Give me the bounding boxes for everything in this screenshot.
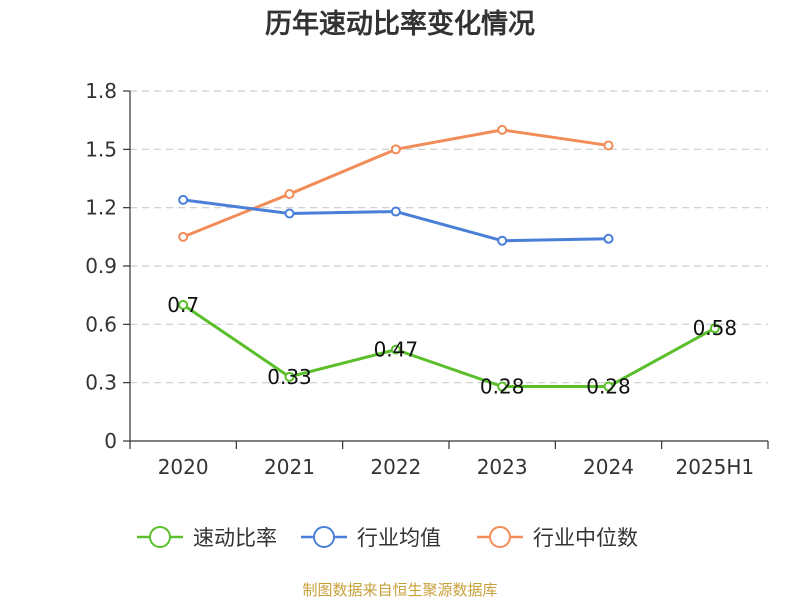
data-point [178,194,189,205]
axes: 0 0.3 0.6 0.9 1.2 1.5 1.8 2020 2021 2022 2023 2024 2… [85,79,769,479]
legend-item[interactable]: 速动比率 [137,526,277,550]
data-point [497,235,508,246]
y-tick-label: 0 [104,429,117,453]
y-tick-label: 0.3 [85,371,117,395]
legend-marker-icon [489,526,511,548]
data-point [603,140,614,151]
legend-marker-icon [313,526,335,548]
data-label: 0.7 [167,293,199,317]
data-point [284,371,295,382]
data-point [178,299,189,310]
data-label: 0.58 [693,316,738,340]
x-tick-label: 2023 [477,455,528,479]
y-tick-label: 0.9 [85,254,117,278]
data-labels: 0.7 0.33 0.47 0.28 0.28 0.58 [167,293,737,399]
x-tick-label: 2025H1 [675,455,754,479]
x-tick-label: 2020 [158,455,209,479]
legend-label: 速动比率 [193,526,277,550]
data-point [603,381,614,392]
legend-item[interactable]: 行业中位数 [477,526,638,550]
legend-label: 行业均值 [357,526,441,550]
chart-title: 历年速动比率变化情况 [265,8,535,40]
data-point [497,381,508,392]
x-tick-label: 2021 [264,455,315,479]
data-point [390,344,401,355]
legend-label: 行业中位数 [533,526,638,550]
legend[interactable]: 速动比率 行业均值 行业中位数 [137,526,638,550]
data-label: 0.47 [374,338,419,362]
data-point [497,124,508,135]
data-point [709,323,720,334]
legend-marker-icon [149,526,171,548]
series-lines [178,124,720,392]
x-tick-label: 2024 [583,455,634,479]
data-point [284,208,295,219]
data-label: 0.28 [586,375,631,399]
data-point [390,206,401,217]
grid-lines [130,90,768,384]
data-label: 0.33 [267,365,312,389]
series-line [181,198,610,243]
data-point [284,189,295,200]
y-tick-label: 0.6 [85,312,117,336]
y-tick-label: 1.5 [85,137,117,161]
y-tick-label: 1.8 [85,79,117,103]
data-label: 0.28 [480,375,525,399]
source-footnote: 制图数据来自恒生聚源数据库 [302,581,497,599]
data-point [390,144,401,155]
series-line [181,303,717,389]
x-tick-label: 2022 [370,455,421,479]
legend-item[interactable]: 行业均值 [301,526,441,550]
data-point [603,233,614,244]
data-point [178,231,189,242]
y-tick-label: 1.2 [85,196,117,220]
